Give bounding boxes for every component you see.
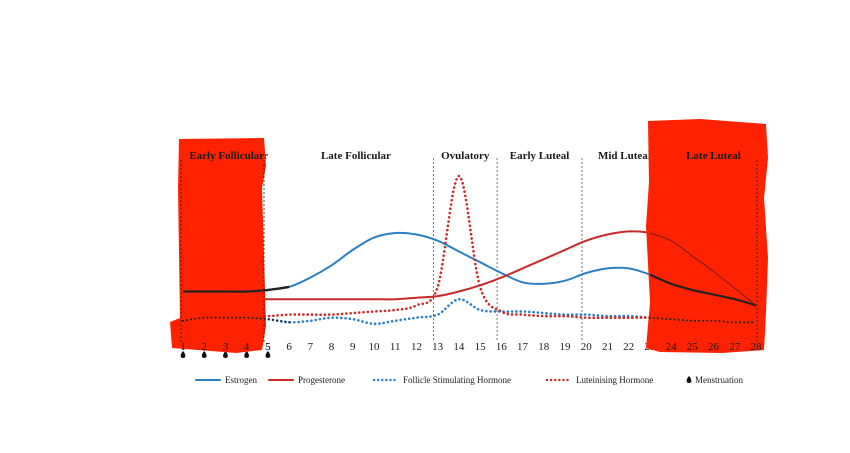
- phase-label-overlay: Early Follicular: [189, 150, 264, 162]
- legend: Estrogen Progesterone Follicle Stimulating…: [195, 375, 743, 385]
- day-tick-label-overlay: 27: [729, 341, 741, 353]
- fsh-line-over-redaction-right: [648, 316, 757, 324]
- day-tick-label: 16: [496, 341, 508, 353]
- day-tick-label-overlay: 4: [244, 341, 250, 353]
- day-tick-label: 14: [453, 341, 465, 353]
- phase-label: Late Follicular: [321, 150, 391, 162]
- day-tick-label: 17: [517, 341, 529, 353]
- menstruation-drop-icon: [244, 351, 250, 358]
- phase-label: Early Luteal: [510, 150, 570, 162]
- day-tick-label-overlay: 26: [708, 341, 720, 353]
- day-tick-label: 7: [308, 341, 314, 353]
- menstruation-drop-icon: [180, 351, 186, 358]
- day-tick-label-overlay: 2: [201, 341, 207, 353]
- day-tick-label: 5: [265, 341, 271, 353]
- day-tick-label: 9: [350, 341, 356, 353]
- redaction-block-left: [170, 138, 266, 353]
- fsh-line-over-redaction-left: [182, 316, 291, 324]
- legend-label: Progesterone: [298, 375, 345, 385]
- day-tick-label-overlay: 25: [687, 341, 699, 353]
- legend-label: Luteinising Hormone: [576, 375, 653, 385]
- day-tick-label: 8: [329, 341, 335, 353]
- phase-label-overlay: Late Luteal: [686, 150, 741, 162]
- progesterone-line-over-redaction-right: [649, 232, 757, 306]
- legend-label: Follicle Stimulating Hormone: [403, 375, 511, 385]
- menstruation-drop-icon: [265, 351, 271, 358]
- day-tick-label-overlay: 24: [666, 341, 678, 353]
- day-tick-label-overlay: 5: [265, 341, 271, 353]
- day-tick-label: 22: [623, 341, 634, 353]
- estrogen-line-over-redaction-right: [649, 273, 757, 307]
- day-tick-label-overlay: 3: [223, 341, 229, 353]
- day-tick-label-overlay: 28: [751, 341, 763, 353]
- day-tick-label: 13: [432, 341, 444, 353]
- phase-label: Mid Luteal: [598, 150, 651, 162]
- day-tick-label: 10: [369, 341, 381, 353]
- menstruation-drop-icon: [201, 351, 207, 358]
- menstruation-markers: [180, 351, 271, 358]
- day-tick-label: 20: [581, 341, 593, 353]
- legend-menstruation-drop-icon: [686, 376, 692, 383]
- legend-label: Estrogen: [225, 375, 257, 385]
- day-tick-label: 18: [538, 341, 550, 353]
- legend-label: Menstruation: [695, 375, 743, 385]
- menstruation-drop-icon: [223, 351, 228, 358]
- series-line-follicle-stimulating-hormone: [181, 297, 758, 326]
- day-tick-label: 15: [475, 341, 487, 353]
- day-tick-label-overlay: 1: [180, 341, 186, 353]
- day-tick-label: 11: [390, 341, 401, 353]
- day-tick-label: 21: [602, 341, 613, 353]
- redaction-block-right: [646, 119, 768, 353]
- day-tick-label: 6: [286, 341, 292, 353]
- day-tick-label: 19: [560, 341, 572, 353]
- day-tick-label: 12: [411, 341, 422, 353]
- phase-label: Ovulatory: [441, 150, 490, 162]
- estrogen-line-over-redaction: [183, 285, 290, 293]
